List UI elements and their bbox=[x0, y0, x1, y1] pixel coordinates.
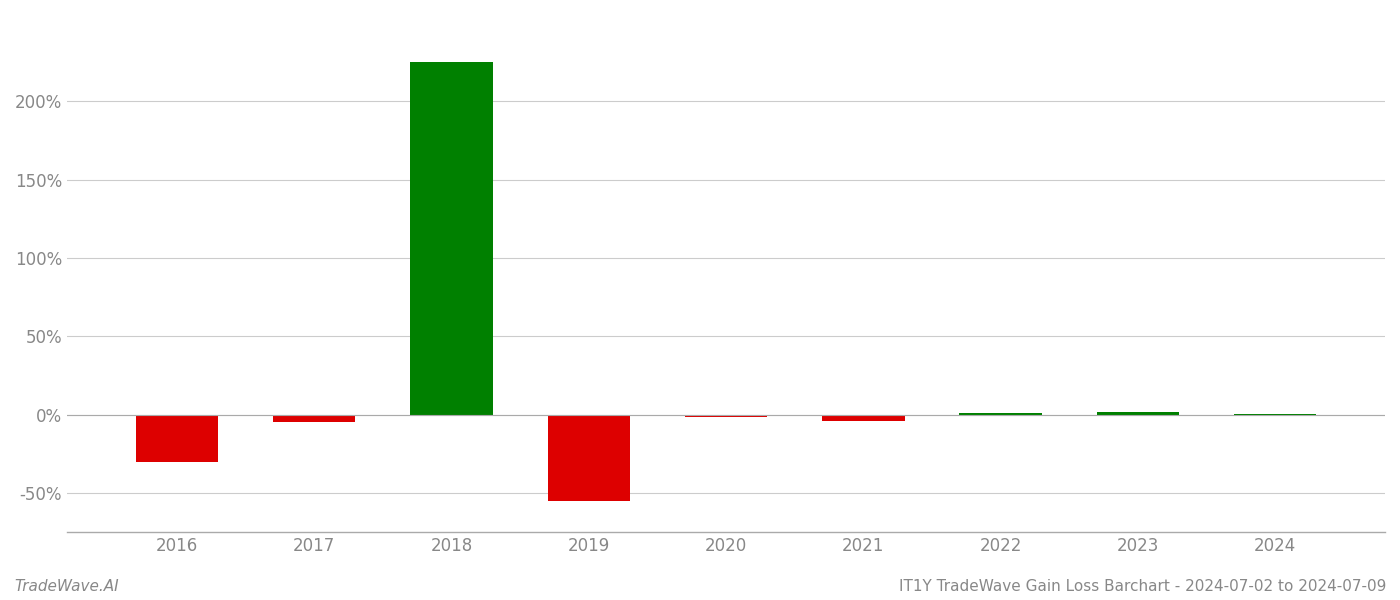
Bar bbox=[410, 62, 493, 415]
Bar bbox=[685, 415, 767, 417]
Text: TradeWave.AI: TradeWave.AI bbox=[14, 579, 119, 594]
Bar bbox=[547, 415, 630, 501]
Bar bbox=[1096, 412, 1179, 415]
Bar bbox=[136, 415, 218, 461]
Bar bbox=[273, 415, 356, 422]
Text: IT1Y TradeWave Gain Loss Barchart - 2024-07-02 to 2024-07-09: IT1Y TradeWave Gain Loss Barchart - 2024… bbox=[899, 579, 1386, 594]
Bar bbox=[959, 413, 1042, 415]
Bar bbox=[822, 415, 904, 421]
